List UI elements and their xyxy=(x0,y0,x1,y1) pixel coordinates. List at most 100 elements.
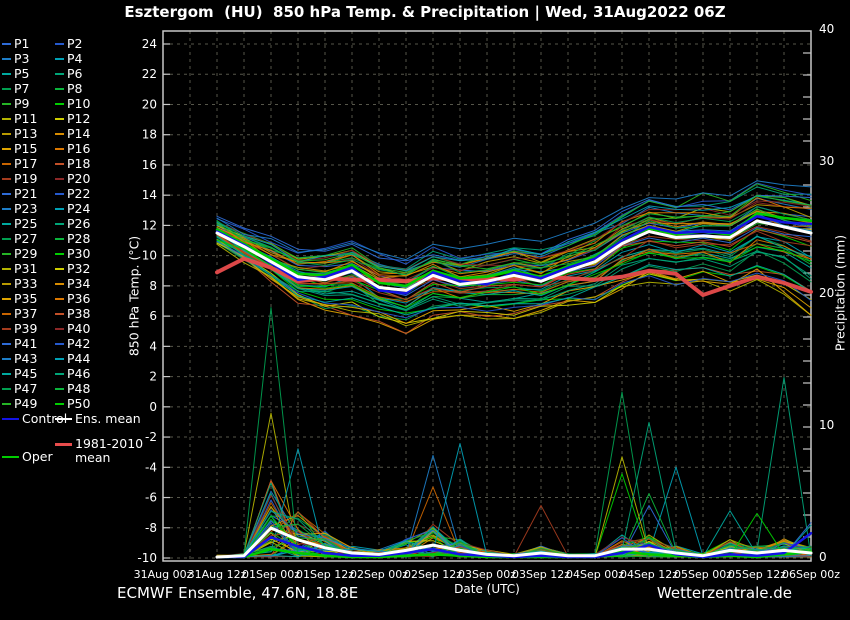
y-left-tick-label: -4 xyxy=(145,460,157,474)
legend-item-p9: P9 xyxy=(2,97,30,111)
legend-item-p11-swatch xyxy=(2,118,11,120)
legend-item-p7-swatch xyxy=(2,88,11,90)
legend-item-p39-swatch xyxy=(2,328,11,330)
legend-item-p39: P39 xyxy=(2,322,37,336)
legend-item-p22-swatch xyxy=(55,193,64,195)
legend-item-p40: P40 xyxy=(55,322,90,336)
legend-item-p9-swatch xyxy=(2,103,11,105)
legend-item-p7-label: P7 xyxy=(14,81,30,96)
legend-item-p42-label: P42 xyxy=(67,336,91,351)
legend-item-p30-swatch xyxy=(55,253,64,255)
legend-item-p4-label: P4 xyxy=(67,51,83,66)
legend-item-control-label: Control xyxy=(22,411,68,426)
legend-item-oper-swatch xyxy=(2,456,19,458)
legend-item-p33-label: P33 xyxy=(14,276,38,291)
legend-item-p30-label: P30 xyxy=(67,246,91,261)
legend-item-p50: P50 xyxy=(55,397,90,411)
y-left-tick-label: 4 xyxy=(149,339,157,353)
legend-item-p48-swatch xyxy=(55,388,64,390)
legend-item-climate-mean-swatch xyxy=(55,443,72,446)
legend-item-p16-swatch xyxy=(55,148,64,150)
legend-item-p33-swatch xyxy=(2,283,11,285)
member-temp-line-p25 xyxy=(216,235,812,308)
legend-item-p31-label: P31 xyxy=(14,261,38,276)
member-temp-line-p29 xyxy=(216,183,812,272)
legend-item-p24-swatch xyxy=(55,208,64,210)
legend-item-p14: P14 xyxy=(55,127,90,141)
y-left-tick-label: -10 xyxy=(137,551,157,565)
legend-item-p27-label: P27 xyxy=(14,231,38,246)
legend-item-p47-swatch xyxy=(2,388,11,390)
legend-item-p6-label: P6 xyxy=(67,66,83,81)
y-left-tick-label: 12 xyxy=(142,218,157,232)
legend-item-p21-label: P21 xyxy=(14,186,38,201)
y-left-tick-label: 0 xyxy=(149,400,157,414)
legend-item-p21: P21 xyxy=(2,187,37,201)
legend-item-p10: P10 xyxy=(55,97,90,111)
legend-item-p23: P23 xyxy=(2,202,37,216)
legend-item-p26-label: P26 xyxy=(67,216,91,231)
y-right-tick-label: 30 xyxy=(819,154,834,168)
legend-item-p36-label: P36 xyxy=(67,291,91,306)
legend-item-p35-label: P35 xyxy=(14,291,38,306)
member-temp-line-p36 xyxy=(216,197,812,275)
legend-item-p40-swatch xyxy=(55,328,64,330)
x-tick-label: 31Aug 00z xyxy=(134,568,193,581)
legend-item-p41: P41 xyxy=(2,337,37,351)
legend-item-p29: P29 xyxy=(2,247,37,261)
legend-item-p20-label: P20 xyxy=(67,171,91,186)
x-axis-label: Date (UTC) xyxy=(454,582,520,596)
y-axis-label-temp: 850 hPa Temp. (°C) xyxy=(126,235,142,357)
x-tick-label: 05Sep 12z xyxy=(728,568,786,581)
y-left-tick-label: -2 xyxy=(145,430,157,444)
y-right-tick-label: 0 xyxy=(819,550,827,564)
legend-item-p3-label: P3 xyxy=(14,51,30,66)
member-temp-line-p26 xyxy=(216,236,812,310)
x-tick-label: 31Aug 12z xyxy=(188,568,247,581)
legend-item-p32-swatch xyxy=(55,268,64,270)
legend-item-control: Control xyxy=(2,412,67,426)
legend-item-p40-label: P40 xyxy=(67,321,91,336)
legend-item-p30: P30 xyxy=(55,247,90,261)
legend-item-p44: P44 xyxy=(55,352,90,366)
y-axis-label-precip: Precipitation (mm) xyxy=(832,234,848,352)
legend-item-oper-label: Oper xyxy=(22,449,53,464)
legend-item-p22: P22 xyxy=(55,187,90,201)
member-temp-line-p48 xyxy=(216,208,812,284)
legend-item-p4-swatch xyxy=(55,58,64,60)
legend-item-p39-label: P39 xyxy=(14,321,38,336)
legend-item-p38-label: P38 xyxy=(67,306,91,321)
y-left-tick-label: 24 xyxy=(142,37,157,51)
y-right-tick-label: 40 xyxy=(819,22,834,36)
plot-frame xyxy=(162,30,812,562)
legend-item-p16: P16 xyxy=(55,142,90,156)
member-temp-line-p35 xyxy=(216,239,812,324)
legend-item-p28-swatch xyxy=(55,238,64,240)
member-temp-line-p45 xyxy=(216,240,812,316)
legend-item-p50-label: P50 xyxy=(67,396,91,411)
legend-item-p26-swatch xyxy=(55,223,64,225)
legend-item-p46-swatch xyxy=(55,373,64,375)
page-title: Esztergom (HU) 850 hPa Temp. & Precipita… xyxy=(124,3,726,21)
legend-item-ens-mean-label: Ens. mean xyxy=(75,411,141,426)
legend-item-p10-label: P10 xyxy=(67,96,91,111)
legend-item-p7: P7 xyxy=(2,82,30,96)
y-left-tick-label: 18 xyxy=(142,128,157,142)
legend-item-p21-swatch xyxy=(2,193,11,195)
member-temp-line-p44 xyxy=(216,195,812,271)
legend-item-ens-mean: Ens. mean xyxy=(55,412,141,426)
legend-item-p43-swatch xyxy=(2,358,11,360)
x-tick-label: 06Sep 00z xyxy=(782,568,840,581)
legend-item-p41-swatch xyxy=(2,343,11,345)
legend-item-p1: P1 xyxy=(2,37,30,51)
y-left-tick-label: -8 xyxy=(145,521,157,535)
legend-item-p18-swatch xyxy=(55,163,64,165)
member-temp-line-p46 xyxy=(216,235,812,312)
y-left-tick-label: -6 xyxy=(145,491,157,505)
x-tick-label: 01Sep 12z xyxy=(296,568,354,581)
legend-item-p13: P13 xyxy=(2,127,37,141)
legend-item-p43: P43 xyxy=(2,352,37,366)
legend-item-p23-swatch xyxy=(2,208,11,210)
member-temp-line-p39 xyxy=(216,230,812,300)
